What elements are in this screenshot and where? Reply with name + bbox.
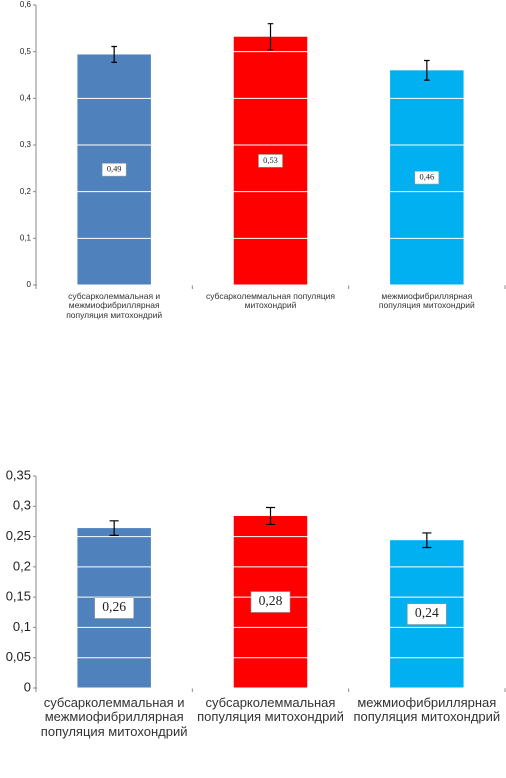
error-bar xyxy=(111,45,117,63)
error-bar xyxy=(267,23,274,51)
value-label-box xyxy=(258,154,283,168)
y-tick-label: 0,05 xyxy=(6,649,31,664)
y-tick-label: 0,25 xyxy=(6,528,31,543)
value-label: 0,24 xyxy=(415,605,439,620)
error-bar xyxy=(422,532,432,549)
y-tick-label: 0 xyxy=(24,679,31,694)
chart: 0 0,05 0,1 0,15 0,2 0,25 0,3 0,35 0,26 0,28 0,24 xyxy=(6,467,506,694)
x-tick-label: межмиофибриллярная популяция митохондрий xyxy=(378,291,475,311)
error-bar xyxy=(109,520,119,536)
y-tick-label: 0,5 xyxy=(20,47,32,56)
error-bar xyxy=(265,506,276,526)
y-tick-label: 0,2 xyxy=(20,187,32,196)
value-label: 0,26 xyxy=(102,599,126,614)
y-tick-label: 0 xyxy=(27,280,32,289)
y-tick-label: 0,1 xyxy=(13,619,31,634)
y-tick-label: 0,2 xyxy=(13,558,31,573)
y-tick-label: 0,6 xyxy=(20,0,32,9)
value-label: 0,49 xyxy=(107,165,122,174)
y-tick-label: 0,3 xyxy=(20,140,32,149)
x-tick-label: межмиофибриллярная популяция митохондрий xyxy=(353,695,501,725)
value-label-box xyxy=(414,170,440,185)
x-tick-label: субсарколеммальная и межмиофибриллярная … xyxy=(66,291,163,320)
error-bar xyxy=(424,59,430,81)
value-label-box xyxy=(101,163,127,177)
y-tick-label: 0,4 xyxy=(20,93,32,102)
value-label: 0,53 xyxy=(263,156,278,165)
value-label-box xyxy=(94,597,134,619)
y-tick-label: 0,3 xyxy=(13,498,31,513)
y-tick-label: 0,15 xyxy=(6,589,31,604)
value-label-box xyxy=(407,603,447,625)
chart: 0 0,1 0,2 0,3 0,4 0,5 0,6 0,49 0,53 0,46 xyxy=(20,0,506,289)
value-label: 0,28 xyxy=(259,593,283,608)
value-label: 0,46 xyxy=(420,173,435,182)
value-label-box xyxy=(250,591,291,613)
x-tick-label: субсарколеммальная популяция митохондрий xyxy=(197,695,344,725)
y-tick-label: 0,35 xyxy=(6,467,31,482)
y-tick-label: 0,1 xyxy=(20,233,32,242)
x-tick-label: субсарколеммальная популяция митохондрий xyxy=(205,291,336,311)
x-tick-label: субсарколеммальная и межмиофибриллярная … xyxy=(40,695,188,739)
